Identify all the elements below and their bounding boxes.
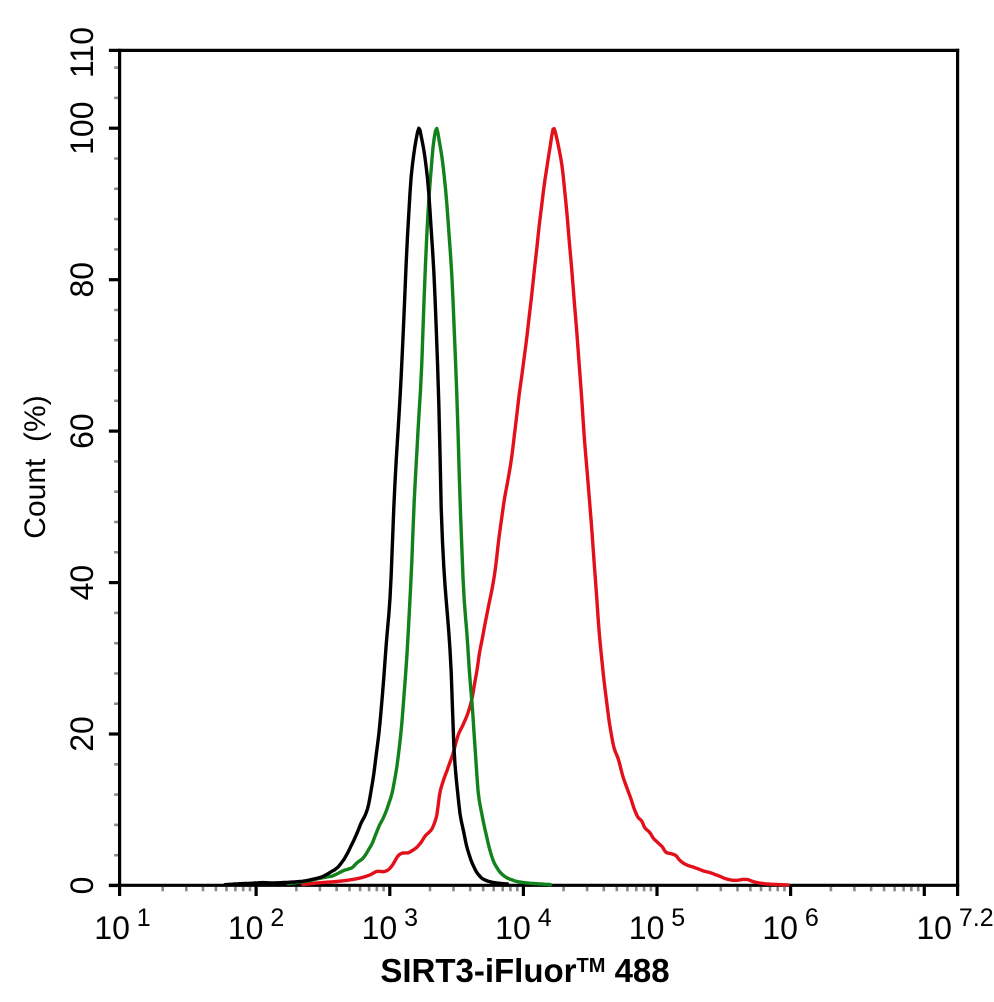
svg-text:10 6: 10 6	[762, 904, 818, 946]
svg-text:0: 0	[64, 877, 100, 895]
svg-text:Count (%): Count (%)	[19, 395, 52, 538]
svg-text:10 3: 10 3	[362, 904, 418, 946]
svg-text:SIRT3-iFluorTM 488: SIRT3-iFluorTM 488	[380, 952, 669, 989]
svg-text:10 4: 10 4	[495, 904, 552, 946]
svg-text:60: 60	[64, 413, 100, 449]
svg-text:10 7.2: 10 7.2	[916, 904, 993, 946]
svg-text:10 5: 10 5	[629, 904, 685, 946]
svg-text:40: 40	[64, 565, 100, 601]
svg-text:10 1: 10 1	[94, 904, 150, 946]
svg-text:110: 110	[64, 27, 100, 78]
svg-text:80: 80	[64, 262, 100, 298]
svg-text:10 2: 10 2	[228, 904, 284, 946]
svg-text:20: 20	[64, 716, 100, 752]
svg-text:100: 100	[64, 102, 100, 155]
